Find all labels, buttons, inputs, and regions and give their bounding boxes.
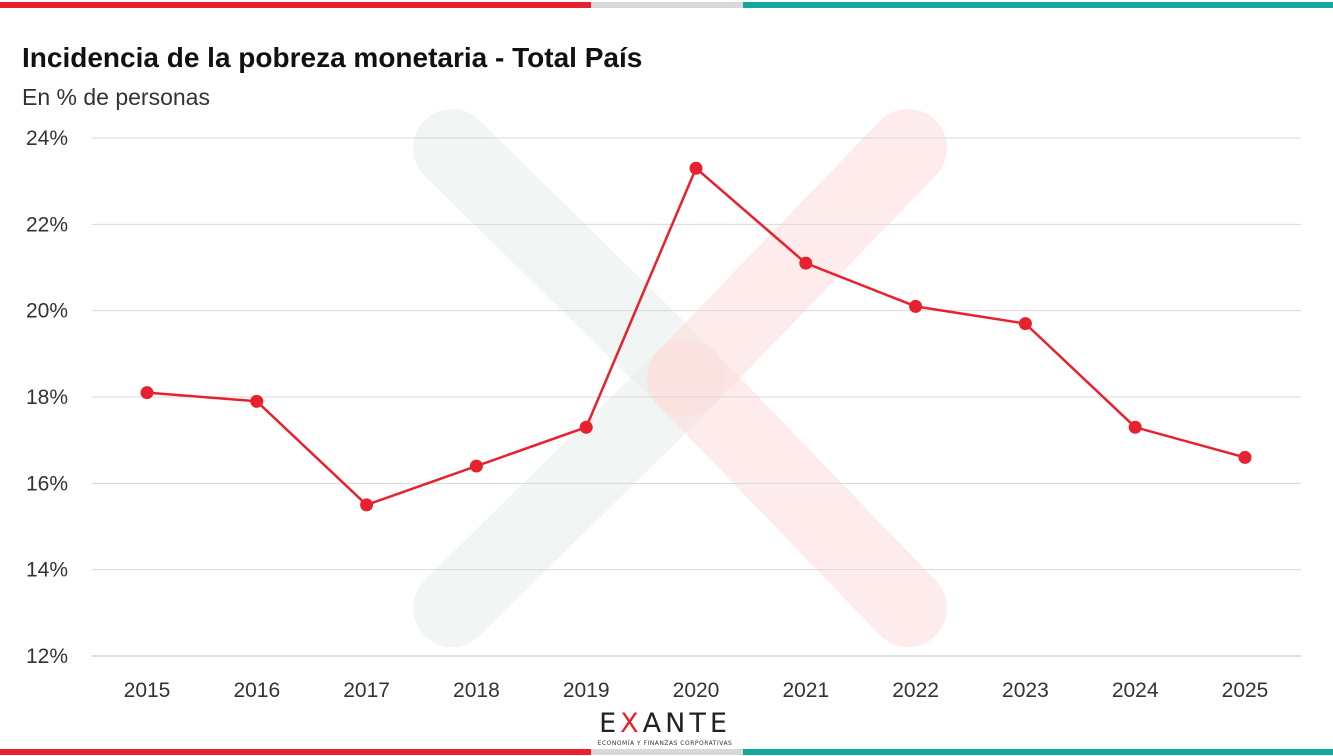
data-point <box>1238 450 1252 464</box>
logo-wordmark: EXANTE <box>560 710 770 738</box>
x-axis: 2015 2016 2017 2018 2019 2020 2021 2022 2023 2024… <box>124 679 1269 702</box>
x-tick-label: 2018 <box>453 679 500 702</box>
stripe-gray-segment <box>591 2 743 8</box>
stripe-teal-segment <box>743 2 1333 8</box>
y-tick-label: 20% <box>26 300 68 323</box>
x-tick-label: 2021 <box>782 679 829 702</box>
y-tick-label: 16% <box>26 472 68 495</box>
x-tick-label: 2023 <box>1002 679 1049 702</box>
y-tick-label: 12% <box>26 645 68 668</box>
watermark-stroke-red <box>647 109 947 417</box>
gridlines <box>92 137 1301 657</box>
y-tick-label: 14% <box>26 559 68 582</box>
x-tick-label: 2019 <box>563 679 610 702</box>
stripe-teal-segment <box>743 749 1333 755</box>
data-point <box>469 459 483 473</box>
x-tick-label: 2024 <box>1112 679 1159 702</box>
y-tick-label: 18% <box>26 386 68 409</box>
y-tick-label: 24% <box>26 127 68 150</box>
watermark-stroke-gray-lower <box>413 339 725 647</box>
exante-logo: EXANTE ECONOMÍA Y FINANZAS CORPORATIVAS <box>560 710 770 748</box>
data-point <box>579 420 593 434</box>
x-tick-label: 2020 <box>673 679 720 702</box>
watermark-stroke-gray <box>413 109 725 417</box>
data-point <box>250 394 264 408</box>
logo-tagline: ECONOMÍA Y FINANZAS CORPORATIVAS <box>597 740 733 747</box>
logo-letter-x: X <box>620 708 643 739</box>
data-point <box>360 498 374 512</box>
data-point <box>909 299 923 313</box>
stripe-gray-segment <box>591 749 743 755</box>
logo-letter-e: E <box>599 708 621 739</box>
top-color-stripe <box>0 2 1333 8</box>
y-tick-label: 22% <box>26 213 68 236</box>
x-tick-label: 2022 <box>892 679 939 702</box>
logo-letters-ante: ANTE <box>642 708 731 739</box>
watermark-x-logo <box>413 109 947 647</box>
data-point <box>1018 317 1032 331</box>
y-axis: 12% 14% 16% 18% 20% 22% 24% <box>26 127 68 668</box>
x-tick-label: 2017 <box>343 679 390 702</box>
data-point <box>1128 420 1142 434</box>
watermark-stroke-red-lower <box>647 339 947 647</box>
chart-title: Incidencia de la pobreza monetaria - Tot… <box>22 42 643 73</box>
data-point <box>689 161 703 175</box>
series-points <box>140 161 1252 512</box>
stripe-red-segment <box>0 749 591 755</box>
data-point <box>799 256 813 270</box>
stripe-red-segment <box>0 2 591 8</box>
chart-subtitle: En % de personas <box>22 84 210 110</box>
x-tick-label: 2016 <box>233 679 280 702</box>
bottom-color-stripe <box>0 749 1333 755</box>
x-tick-label: 2025 <box>1222 679 1269 702</box>
x-tick-label: 2015 <box>124 679 171 702</box>
data-point <box>140 386 154 400</box>
